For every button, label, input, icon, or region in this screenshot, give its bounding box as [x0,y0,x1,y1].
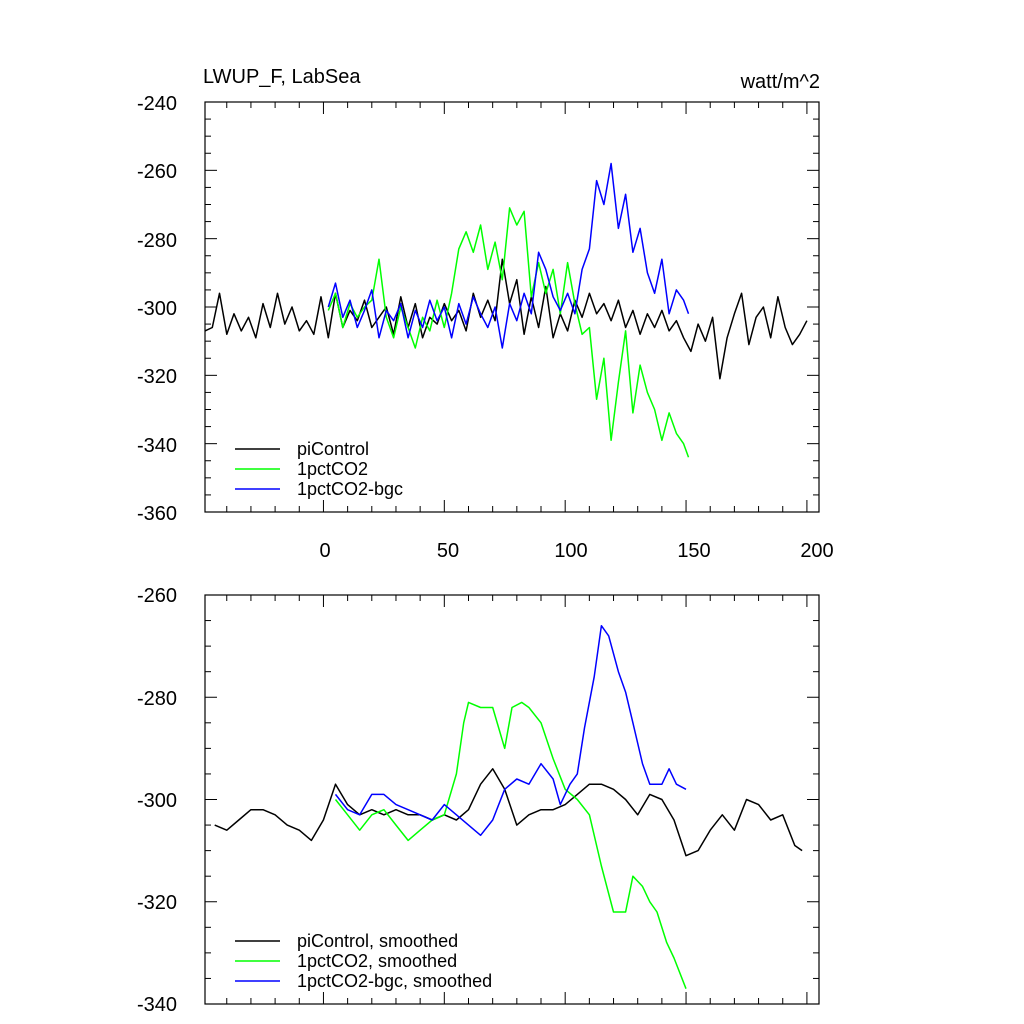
x-tick-label: 100 [554,540,587,562]
bottom-series-group [214,624,803,989]
series-line-1pctco2-bgc-smoothed [334,624,687,837]
y-tick-label: -320 [137,892,177,914]
series-line-picontrol [204,258,808,380]
x-tick-label: 150 [677,540,710,562]
legend-label-1pctco2-bgc-smoothed: 1pctCO2-bgc, smoothed [297,971,492,991]
top-x-axis: 0 50 100 150 200 [319,540,833,562]
x-tick-label: 200 [800,540,833,562]
bottom-legend: piControl, smoothed 1pctCO2, smoothed 1p… [235,931,492,991]
y-tick-label: -260 [137,161,177,183]
y-tick-label: -320 [137,366,177,388]
top-legend: piControl 1pctCO2 1pctCO2-bgc [235,439,403,499]
series-line-picontrol-smoothed [214,768,803,857]
x-tick-label: 0 [319,540,330,562]
top-chart-panel: LWUP_F, LabSea watt/m^2 -240 -260 -280 -… [137,66,834,562]
y-tick-label: -340 [137,435,177,457]
y-tick-label: -280 [137,688,177,710]
legend-label-1pctco2-smoothed: 1pctCO2, smoothed [297,951,457,971]
x-tick-label: 50 [437,540,459,562]
legend-label-picontrol: piControl [297,439,369,459]
top-series-group [204,162,808,458]
chart-title: LWUP_F, LabSea [203,66,361,88]
top-y-axis: -240 -260 -280 -300 -320 -340 -360 [137,93,177,525]
y-tick-label: -340 [137,994,177,1016]
y-tick-label: -280 [137,230,177,252]
y-tick-label: -300 [137,790,177,812]
y-tick-label: -240 [137,93,177,115]
legend-label-1pctco2: 1pctCO2 [297,459,368,479]
legend-label-picontrol-smoothed: piControl, smoothed [297,931,458,951]
units-label: watt/m^2 [740,71,820,93]
bottom-axis-ticks [205,594,819,1005]
legend-label-1pctco2-bgc: 1pctCO2-bgc [297,479,403,499]
y-tick-label: -300 [137,298,177,320]
y-tick-label: -260 [137,585,177,607]
series-line-1pctco2-smoothed [334,701,687,989]
bottom-chart-panel: -260 -280 -300 -320 -340 piControl, smoo… [137,585,820,1016]
series-line-1pctco2-bgc [327,162,690,349]
top-axis-ticks [205,101,819,513]
series-line-1pctco2 [327,207,690,458]
y-tick-label: -360 [137,503,177,525]
bottom-y-axis: -260 -280 -300 -320 -340 [137,585,177,1016]
